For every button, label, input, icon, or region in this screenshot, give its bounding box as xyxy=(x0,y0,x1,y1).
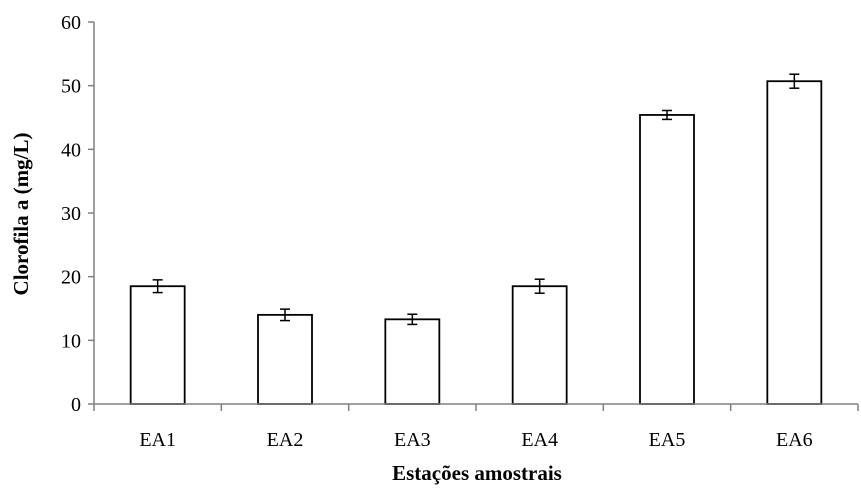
y-tick-label: 0 xyxy=(71,394,81,416)
y-axis-title: Clorofila a (mg/L) xyxy=(9,133,33,296)
y-tick-label: 40 xyxy=(61,139,81,161)
y-tick-label: 10 xyxy=(61,330,81,352)
y-tick-label: 30 xyxy=(61,203,81,225)
y-tick-label: 60 xyxy=(61,12,81,34)
bar-ea6 xyxy=(766,80,823,405)
bar-ea4 xyxy=(511,285,568,405)
bars-layer xyxy=(129,73,823,405)
x-tick-label-ea4: EA4 xyxy=(521,429,558,451)
x-tick-label-ea6: EA6 xyxy=(776,429,813,451)
y-tick-label: 50 xyxy=(61,76,81,98)
x-tick-label-ea1: EA1 xyxy=(139,429,176,451)
axes-layer xyxy=(88,21,859,411)
y-tick-label: 20 xyxy=(61,267,81,289)
bar-ea1 xyxy=(129,285,186,405)
bar-ea3 xyxy=(384,318,441,405)
x-tick-label-ea5: EA5 xyxy=(649,429,686,451)
x-tick-label-ea3: EA3 xyxy=(394,429,431,451)
labels-layer: 0 10 20 30 40 50 60 EA1 EA2 EA3 EA4 EA5 EA6 xyxy=(61,12,813,451)
bar-ea2 xyxy=(257,313,313,405)
bar-ea5 xyxy=(639,114,695,405)
x-axis-title: Estações amostrais xyxy=(392,461,562,485)
x-tick-label-ea2: EA2 xyxy=(267,429,304,451)
